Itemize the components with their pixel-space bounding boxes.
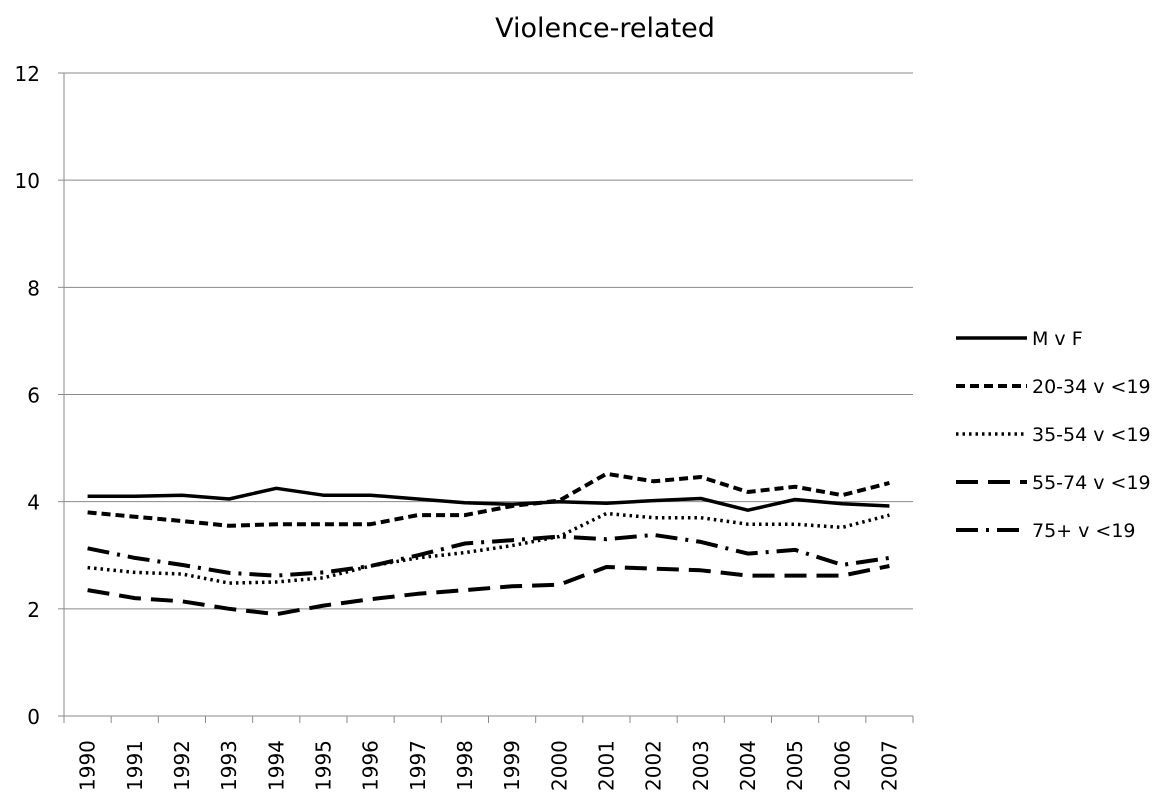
series-line xyxy=(87,532,890,578)
legend-label: M v F xyxy=(1032,328,1083,350)
y-tick-label: 2 xyxy=(27,598,40,622)
series-line xyxy=(87,486,890,512)
y-tick-label: 8 xyxy=(27,276,40,300)
chart-title: Violence-related xyxy=(495,13,715,44)
legend-label: 20-34 v <19 xyxy=(1032,376,1151,398)
x-tick-label: 1990 xyxy=(76,740,100,791)
x-tick-label: 2002 xyxy=(642,740,666,791)
x-tick-label: 1994 xyxy=(264,740,288,791)
legend-label: 75+ v <19 xyxy=(1032,520,1136,542)
x-tick-label: 1999 xyxy=(500,740,524,791)
series-line xyxy=(87,564,890,617)
legend: M v F 20-34 v <19 35-54 v <19 55-74 v <19 75… xyxy=(956,328,1151,542)
series-line xyxy=(87,511,890,585)
x-tick-label: 2005 xyxy=(783,740,807,791)
y-tick-label: 6 xyxy=(27,384,40,408)
axes xyxy=(58,72,914,723)
y-tick-label: 4 xyxy=(27,491,40,515)
x-tick-label: 2003 xyxy=(689,740,713,791)
x-tick-label: 1996 xyxy=(359,740,383,791)
x-tick-label: 1993 xyxy=(217,740,241,791)
x-tick-label: 1992 xyxy=(170,740,194,791)
x-tick-label: 2007 xyxy=(877,740,901,791)
series-line xyxy=(87,471,890,528)
x-tick-label: 1997 xyxy=(406,740,430,791)
y-tick-label: 0 xyxy=(27,705,40,729)
x-tick-label: 2006 xyxy=(830,740,854,791)
x-tick-label: 2001 xyxy=(594,740,618,791)
y-tick-labels: 0 2 4 6 8 10 12 xyxy=(15,62,40,729)
legend-label: 35-54 v <19 xyxy=(1032,424,1151,446)
x-tick-label: 2000 xyxy=(547,740,571,791)
x-tick-label: 1991 xyxy=(123,740,147,791)
y-tick-label: 12 xyxy=(15,62,40,86)
gridlines xyxy=(64,72,913,610)
x-tick-label: 1998 xyxy=(453,740,477,791)
series-lines xyxy=(87,471,890,617)
legend-label: 55-74 v <19 xyxy=(1032,472,1151,494)
x-tick-label: 1995 xyxy=(311,740,335,791)
y-tick-label: 10 xyxy=(15,169,40,193)
x-tick-labels: 1990 1991 1992 1993 1994 1995 1996 1997 1998 1999… xyxy=(76,740,902,791)
x-tick-label: 2004 xyxy=(736,740,760,791)
